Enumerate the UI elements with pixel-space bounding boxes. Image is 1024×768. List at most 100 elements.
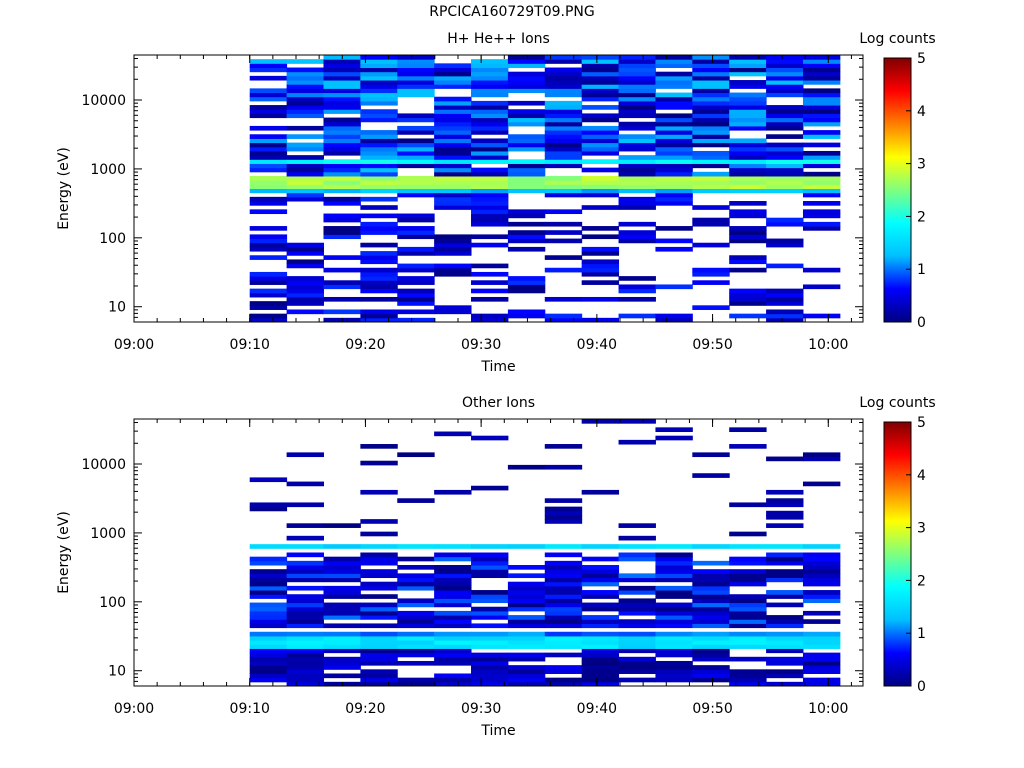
heatmap-cell	[618, 188, 656, 194]
heatmap-cell	[692, 610, 730, 616]
plot-frame	[133, 54, 864, 323]
heatmap-cell	[323, 309, 361, 315]
heatmap-cell	[581, 635, 620, 641]
heatmap-cell	[729, 610, 767, 616]
heatmap-cell	[544, 519, 583, 524]
heatmap-cell	[581, 134, 620, 139]
heatmap-cell	[471, 594, 509, 599]
heatmap-cell	[360, 631, 398, 637]
heatmap-cell	[618, 134, 656, 139]
heatmap-cell	[692, 138, 730, 144]
heatmap-cell	[249, 660, 288, 666]
heatmap-cell	[581, 615, 620, 620]
heatmap-cell	[655, 435, 693, 441]
heatmap-cell	[544, 184, 583, 189]
heatmap-cell	[286, 105, 324, 110]
heatmap-cell	[434, 167, 472, 173]
heatmap-cell	[581, 55, 620, 60]
heatmap-cell	[544, 606, 583, 612]
heatmap-cell	[581, 59, 620, 64]
heatmap-cell	[802, 117, 841, 123]
heatmap-cell	[360, 155, 398, 160]
heatmap-cell	[249, 606, 288, 612]
heatmap-cell	[249, 669, 288, 674]
heatmap-cell	[544, 569, 583, 574]
heatmap-cell	[397, 138, 435, 144]
heatmap-cell	[655, 590, 693, 595]
heatmap-cell	[766, 71, 804, 77]
heatmap-cell	[249, 238, 288, 244]
heatmap-cell	[360, 59, 398, 64]
heatmap-cell	[397, 163, 435, 169]
heatmap-cell	[471, 105, 509, 110]
heatmap-cell	[618, 635, 656, 641]
heatmap-cell	[249, 581, 288, 587]
heatmap-cell	[434, 652, 472, 658]
heatmap-cell	[766, 63, 804, 69]
heatmap-cell	[249, 134, 288, 139]
heatmap-cell	[507, 142, 546, 148]
heatmap-cell	[581, 296, 620, 302]
heatmap-cell	[544, 635, 583, 641]
heatmap-cell	[360, 180, 398, 185]
heatmap-cell	[471, 84, 509, 89]
heatmap-cell	[802, 171, 841, 177]
heatmap-cell	[323, 544, 361, 549]
heatmap-cell	[471, 142, 509, 148]
heatmap-cell	[471, 221, 509, 227]
heatmap-cell	[434, 246, 472, 252]
heatmap-cell	[323, 130, 361, 135]
heatmap-cell	[471, 205, 509, 210]
heatmap-cell	[544, 652, 583, 658]
heatmap-cell	[692, 623, 730, 629]
heatmap-cell	[471, 188, 509, 194]
heatmap-cell	[323, 142, 361, 148]
heatmap-cell	[729, 55, 767, 60]
heatmap-cell	[544, 113, 583, 119]
heatmap-cell	[802, 63, 841, 69]
heatmap-cell	[544, 498, 583, 503]
heatmap-cell	[471, 213, 509, 219]
heatmap-cell	[507, 167, 546, 173]
heatmap-cell	[729, 125, 767, 131]
heatmap-cell	[692, 665, 730, 670]
y-tick-label: 10000	[81, 457, 126, 473]
heatmap-cell	[618, 138, 656, 144]
heatmap-cell	[766, 184, 804, 189]
heatmap-cell	[434, 171, 472, 177]
heatmap-cell	[729, 188, 767, 194]
heatmap-cell	[434, 623, 472, 629]
heatmap-cell	[729, 669, 767, 674]
heatmap-cell	[397, 88, 435, 94]
heatmap-cell	[507, 464, 546, 470]
heatmap-cell	[397, 498, 435, 503]
heatmap-cell	[507, 669, 546, 674]
heatmap-cell	[360, 109, 398, 114]
heatmap-cell	[544, 598, 583, 604]
heatmap-cell	[802, 544, 841, 549]
heatmap-cell	[544, 146, 583, 152]
heatmap-cell	[397, 610, 435, 616]
heatmap-cell	[286, 631, 324, 637]
heatmap-cell	[397, 577, 435, 583]
heatmap-cell	[360, 138, 398, 144]
colorbar-label: Log counts	[859, 31, 935, 47]
heatmap-cell	[286, 610, 324, 616]
heatmap-cell	[729, 560, 767, 566]
heatmap-cell	[655, 192, 693, 198]
heatmap-cell	[323, 615, 361, 620]
heatmap-cell	[729, 602, 767, 608]
heatmap-cell	[766, 313, 804, 319]
heatmap-cell	[360, 284, 398, 290]
heatmap-cell	[286, 301, 324, 306]
heatmap-cell	[507, 84, 546, 89]
heatmap-cell	[544, 560, 583, 566]
heatmap-cell	[434, 489, 472, 495]
heatmap-cell	[655, 610, 693, 616]
heatmap-cell	[471, 67, 509, 73]
heatmap-cell	[471, 242, 509, 248]
heatmap-cell	[729, 163, 767, 169]
heatmap-cell	[471, 640, 509, 645]
heatmap-cell	[507, 585, 546, 591]
heatmap-cell	[581, 640, 620, 645]
